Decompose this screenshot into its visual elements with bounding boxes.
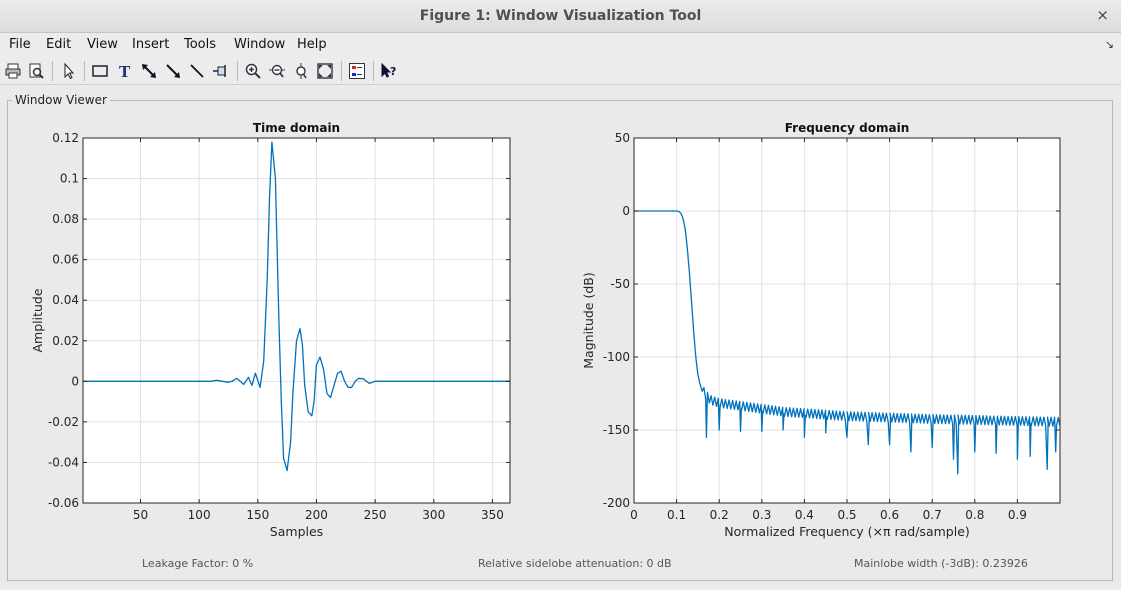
double-arrow-icon[interactable] — [138, 60, 160, 82]
y-tick-label: -150 — [603, 423, 630, 437]
title-bar: Figure 1: Window Visualization Tool × — [0, 0, 1121, 33]
x-tick-label: 350 — [481, 508, 504, 522]
frequency-domain-axes: 0 0.1 0.2 0.3 0.4 0.5 0.6 0.7 0.8 0.9 -200 -150 -100… — [581, 121, 1061, 539]
x-tick-label: 0.2 — [710, 508, 729, 522]
x-tick-label: 100 — [188, 508, 211, 522]
toolbar-separator — [237, 61, 238, 81]
y-tick-label: 0.1 — [60, 172, 79, 186]
toolbar-separator — [341, 61, 342, 81]
y-tick-label: 0.04 — [52, 293, 79, 307]
leakage-factor-label: Leakage Factor: 0 % — [142, 557, 254, 570]
y-tick-label: -0.06 — [48, 496, 79, 510]
x-tick-label: 250 — [364, 508, 387, 522]
text-icon[interactable]: T — [114, 60, 136, 82]
close-icon[interactable]: × — [1096, 6, 1109, 24]
x-tick-label: 0.1 — [667, 508, 686, 522]
menu-view[interactable]: View — [87, 37, 118, 52]
select-arrow-icon[interactable] — [58, 60, 80, 82]
dock-icon[interactable]: ↘ — [1104, 38, 1114, 51]
whats-this-icon[interactable]: ? — [378, 60, 400, 82]
legend-icon[interactable] — [346, 60, 368, 82]
window-viewer-panel — [7, 100, 1113, 581]
time-domain-series-line — [83, 141, 510, 472]
x-tick-label: 0.4 — [795, 508, 814, 522]
x-tick-label: 150 — [246, 508, 269, 522]
svg-text:?: ? — [390, 65, 396, 78]
sidelobe-attenuation-label: Relative sidelobe attenuation: 0 dB — [478, 557, 672, 570]
y-tick-label: 0.06 — [52, 253, 79, 267]
y-tick-label: 0.02 — [52, 334, 79, 348]
x-tick-label: 0.6 — [880, 508, 899, 522]
frequency-domain-ylabel: Magnitude (dB) — [581, 272, 596, 368]
rectangle-icon[interactable] — [89, 60, 111, 82]
svg-text:T: T — [119, 63, 131, 80]
frequency-domain-title: Frequency domain — [785, 121, 910, 135]
y-tick-label: 0.08 — [52, 212, 79, 226]
panel-title: Window Viewer — [12, 93, 110, 107]
x-tick-label: 0.7 — [923, 508, 942, 522]
window-title: Figure 1: Window Visualization Tool — [419, 8, 702, 24]
zoom-out-icon[interactable] — [266, 60, 288, 82]
frequency-domain-xlabel: Normalized Frequency (×π rad/sample) — [724, 524, 970, 539]
menu-file[interactable]: File — [9, 37, 31, 52]
mainlobe-width-label: Mainlobe width (-3dB): 0.23926 — [854, 557, 1028, 570]
y-tick-label: -0.02 — [48, 415, 79, 429]
line-icon[interactable] — [186, 60, 208, 82]
y-tick-label: 0.12 — [52, 131, 79, 145]
menu-window[interactable]: Window — [234, 37, 286, 52]
toolbar-separator — [373, 61, 374, 81]
zoom-fit-icon[interactable] — [314, 60, 336, 82]
y-tick-label: -200 — [603, 496, 630, 510]
time-domain-ylabel: Amplitude — [30, 288, 45, 352]
pin-icon[interactable] — [210, 60, 232, 82]
time-domain-xlabel: Samples — [270, 524, 323, 539]
toolbar-separator — [84, 61, 85, 81]
y-tick-label: -50 — [610, 277, 630, 291]
time-domain-axes-frame — [82, 137, 511, 504]
menu-bar: File Edit View Insert Tools Window Help … — [0, 33, 1121, 57]
x-tick-label: 200 — [305, 508, 328, 522]
y-tick-label: 0 — [622, 204, 630, 218]
frequency-domain-series-line — [634, 210, 1061, 475]
time-domain-title: Time domain — [253, 121, 340, 135]
pan-icon[interactable] — [290, 60, 312, 82]
y-tick-label: 0 — [71, 374, 79, 388]
x-tick-label: 0.5 — [837, 508, 856, 522]
zoom-in-icon[interactable] — [242, 60, 264, 82]
x-tick-label: 50 — [133, 508, 148, 522]
y-tick-label: -100 — [603, 350, 630, 364]
x-tick-label: 300 — [422, 508, 445, 522]
x-tick-label: 0.3 — [752, 508, 771, 522]
y-tick-label: 50 — [615, 131, 630, 145]
arrow-icon[interactable] — [162, 60, 184, 82]
toolbar-separator — [52, 61, 53, 81]
toolbar: T ? — [0, 57, 1121, 85]
menu-help[interactable]: Help — [297, 37, 327, 52]
time-domain-axes: 50 100 150 200 250 300 350 -0.06 -0.04 -0.02 0 0.02… — [30, 121, 511, 539]
menu-tools[interactable]: Tools — [184, 37, 217, 52]
x-tick-label: 0 — [630, 508, 638, 522]
menu-edit[interactable]: Edit — [46, 37, 72, 52]
y-tick-label: -0.04 — [48, 455, 79, 469]
time-domain-plot-area — [83, 138, 510, 503]
print-icon[interactable] — [2, 60, 24, 82]
print-preview-icon[interactable] — [25, 60, 47, 82]
menu-insert[interactable]: Insert — [132, 37, 170, 52]
x-tick-label: 0.9 — [1008, 508, 1027, 522]
x-tick-label: 0.8 — [965, 508, 984, 522]
